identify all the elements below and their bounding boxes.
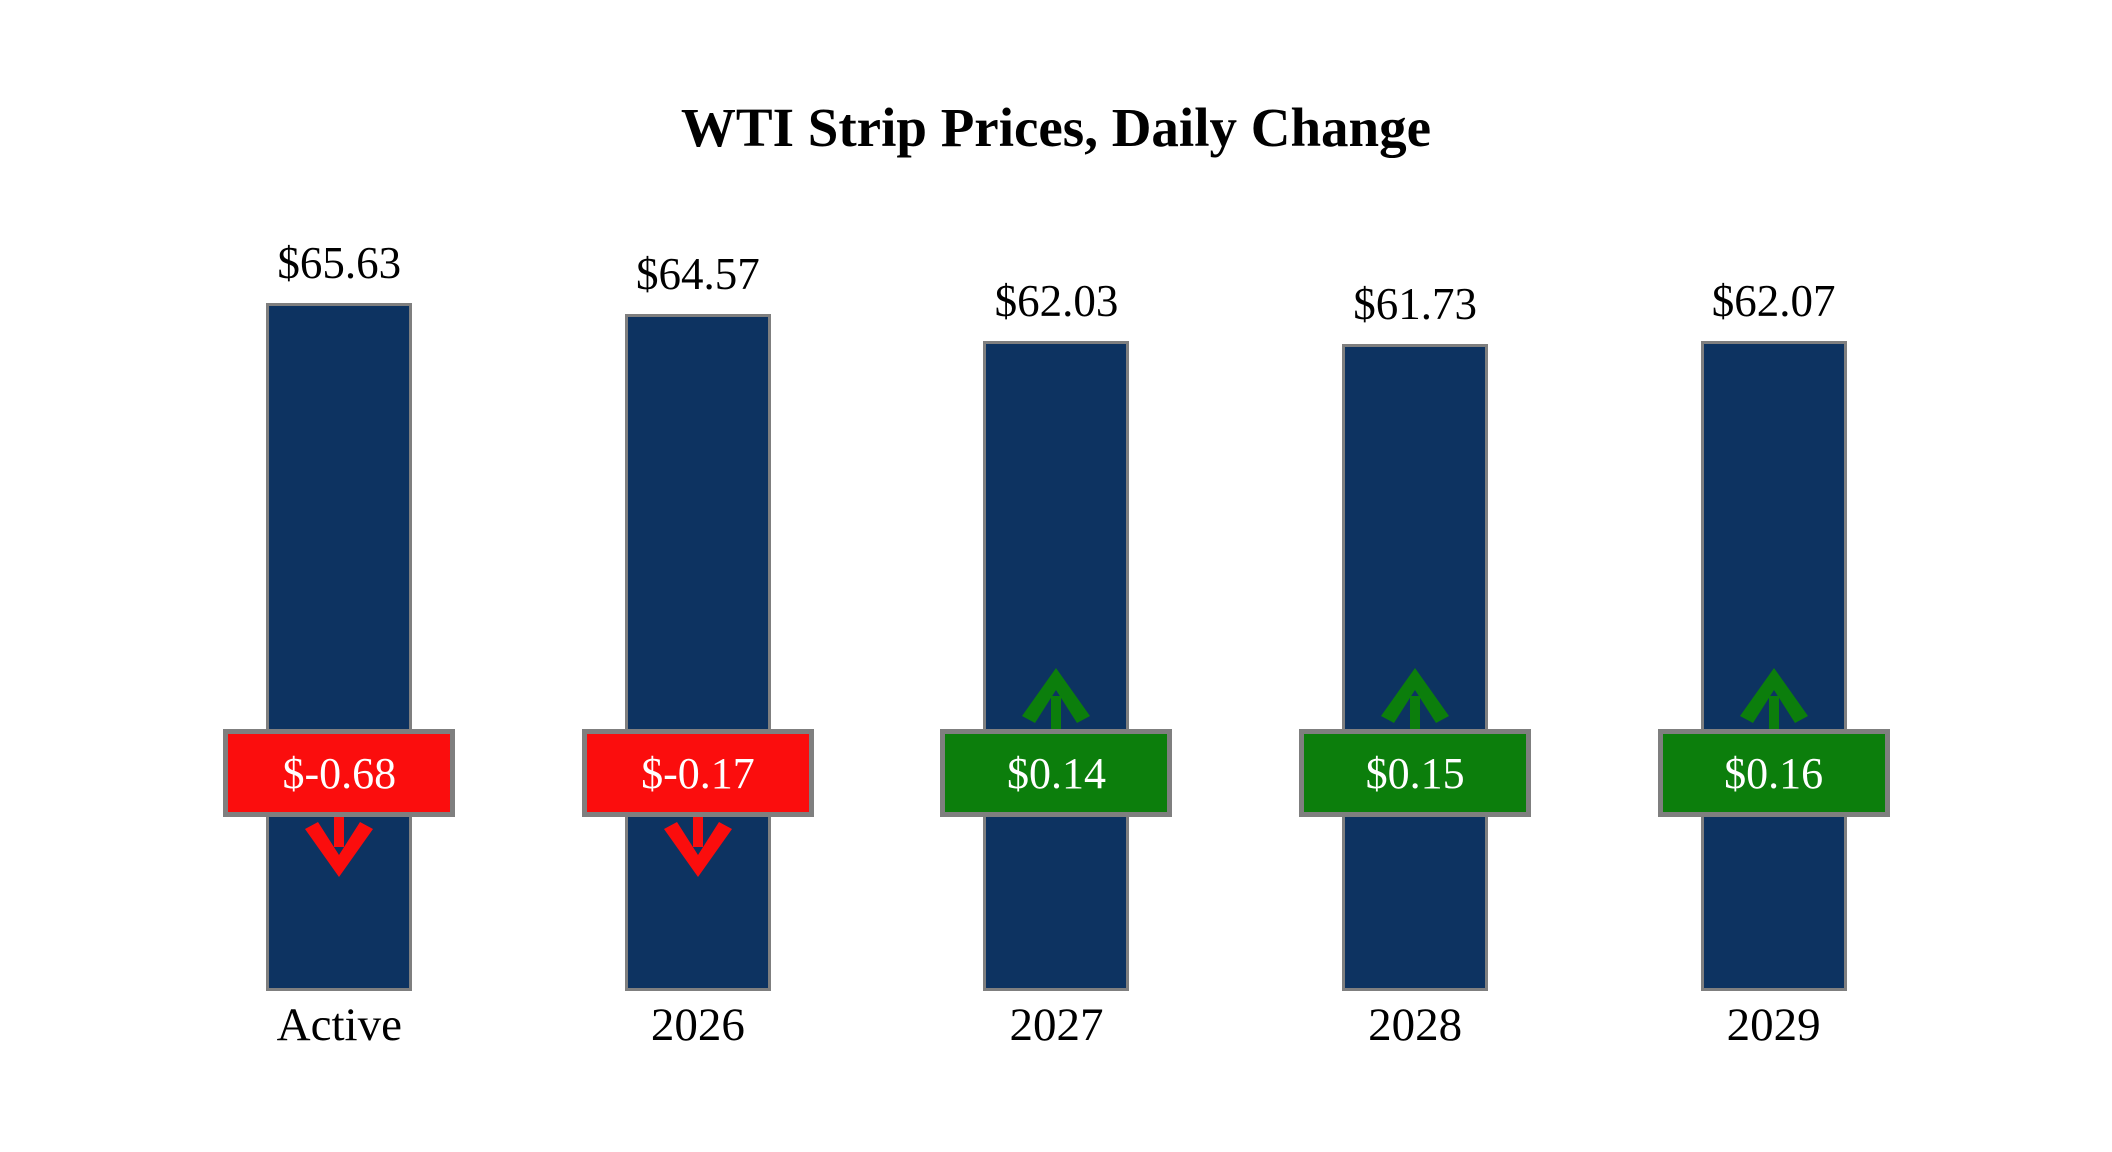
price-bar xyxy=(1342,344,1489,991)
change-badge: $0.16 xyxy=(1657,729,1890,817)
price-bar xyxy=(983,341,1130,991)
price-bar xyxy=(624,314,771,991)
category-label: 2029 xyxy=(1726,999,1821,1051)
bar-column-2028: $61.73 $0.15 2028 xyxy=(1236,0,1595,1152)
change-badge: $-0.17 xyxy=(581,729,814,817)
price-label: $65.63 xyxy=(277,238,402,288)
up-arrow-icon xyxy=(1739,668,1808,730)
bar-column-2029: $62.07 $0.16 2029 xyxy=(1594,0,1953,1152)
bar-columns: $65.63 $-0.68 Active $64.57 $-0.17 2026 xyxy=(160,0,1953,1152)
up-arrow-icon xyxy=(1022,668,1091,730)
category-label: 2028 xyxy=(1368,999,1463,1051)
up-arrow-icon xyxy=(1381,668,1450,730)
price-label: $62.03 xyxy=(994,276,1119,326)
change-badge: $-0.68 xyxy=(223,729,456,817)
change-badge: $0.15 xyxy=(1299,729,1532,817)
category-label: 2027 xyxy=(1009,999,1104,1051)
price-label: $61.73 xyxy=(1353,279,1477,329)
category-label: Active xyxy=(276,999,402,1051)
down-arrow-icon xyxy=(305,817,374,877)
price-bar xyxy=(266,303,413,991)
down-arrow-icon xyxy=(663,817,732,877)
price-bar xyxy=(1700,341,1847,991)
bar-column-2026: $64.57 $-0.17 2026 xyxy=(519,0,878,1152)
change-badge: $0.14 xyxy=(940,729,1173,817)
price-label: $62.07 xyxy=(1711,276,1836,326)
price-label: $64.57 xyxy=(636,249,760,299)
bar-column-2027: $62.03 $0.14 2027 xyxy=(877,0,1236,1152)
bar-column-active: $65.63 $-0.68 Active xyxy=(160,0,519,1152)
category-label: 2026 xyxy=(650,999,745,1051)
chart-title: WTI Strip Prices, Daily Change xyxy=(680,97,1432,158)
